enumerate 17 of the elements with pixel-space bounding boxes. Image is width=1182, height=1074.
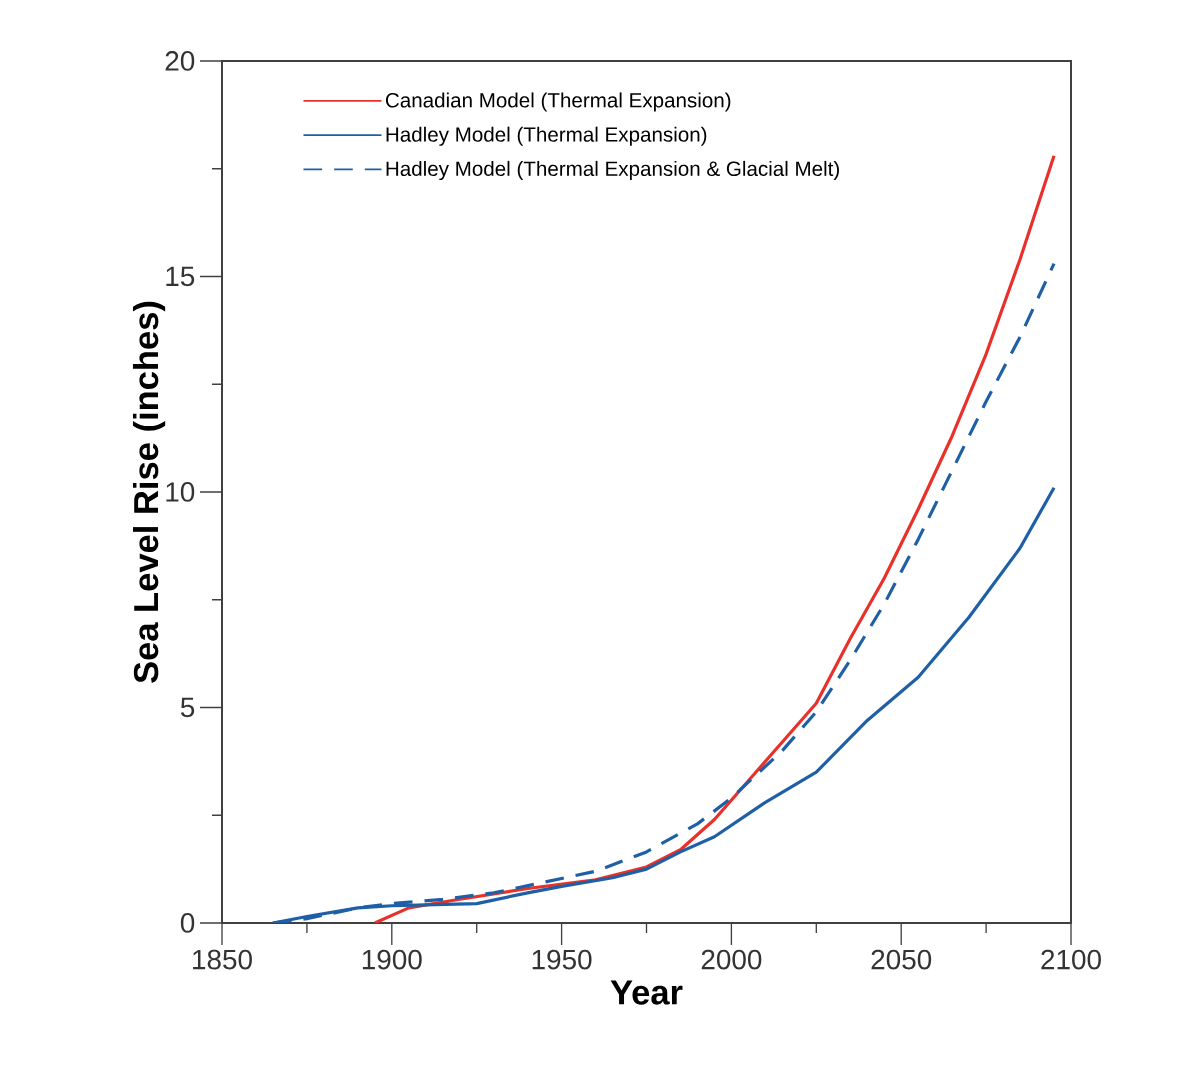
x-tick-label: 2050	[871, 949, 932, 970]
x-tick-label: 1850	[193, 949, 252, 970]
legend-label: Hadley Model (Thermal Expansion)	[386, 126, 707, 146]
y-tick-label: 15	[166, 266, 195, 287]
x-tick-label: 2100	[1041, 949, 1101, 970]
legend-label: Canadian Model (Thermal Expansion)	[385, 92, 731, 112]
x-tick-label: 1900	[362, 949, 422, 970]
y-tick-label: 0	[180, 913, 195, 933]
y-tick-label: 10	[166, 482, 195, 502]
y-tick-label: 5	[180, 697, 195, 718]
x-tick-label: 1950	[532, 949, 592, 970]
x-axis-title: Year	[610, 980, 683, 1005]
legend-label: Hadley Model (Thermal Expansion & Glacial Melt)	[386, 160, 839, 181]
y-tick-label: 20	[165, 51, 195, 71]
y-axis-title: Sea Level Rise (inches)	[132, 301, 166, 683]
x-tick-label: 2000	[701, 949, 762, 970]
line-series	[373, 154, 1056, 923]
